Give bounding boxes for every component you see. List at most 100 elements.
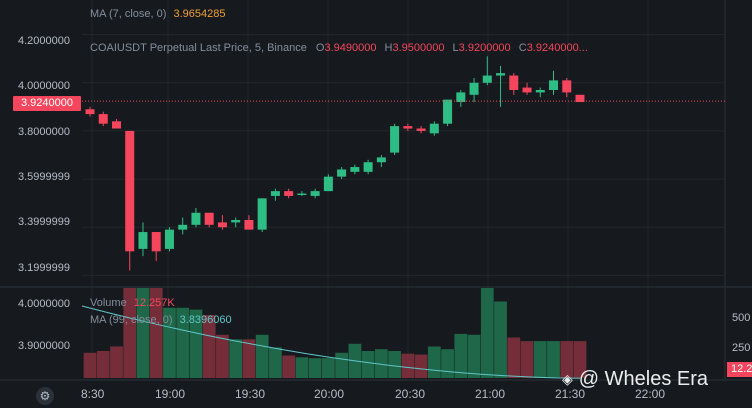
low-label: L: [452, 42, 459, 54]
volume-left-tick: 3.9000000: [18, 340, 70, 352]
watermark: ◈ @ Wheles Era: [562, 368, 708, 391]
volume-right-tick: 500: [732, 312, 751, 324]
volume-legend: Volume 12.257K: [90, 297, 175, 309]
volume-bar: [269, 347, 282, 378]
time-label: 19:00: [155, 387, 186, 401]
volume-ma99-label: MA (99, close, 0): [90, 314, 173, 326]
candle-body: [575, 94, 585, 103]
time-label: 20:00: [314, 387, 345, 401]
open-value: 3.9490000: [324, 42, 377, 54]
volume-bar: [467, 334, 481, 378]
volume-bar: [136, 288, 150, 378]
candle-body: [535, 90, 545, 93]
volume-bar: [110, 346, 123, 378]
watermark-text: @ Wheles Era: [578, 368, 709, 390]
time-label: 21:00: [475, 387, 506, 401]
candle-body: [522, 87, 532, 93]
candle-body: [496, 73, 506, 76]
volume-bar: [163, 307, 176, 378]
candle-body: [429, 123, 439, 134]
y-tick: 3.3999999: [18, 216, 70, 228]
volume-right-tag: 12.2: [727, 362, 752, 377]
volume-bar: [123, 288, 137, 378]
volume-bar: [282, 355, 296, 378]
volume-bar: [547, 341, 560, 378]
volume-bar: [520, 341, 534, 378]
volume-bar: [454, 333, 468, 378]
candle-body: [403, 126, 413, 129]
volume-bar: [216, 334, 229, 378]
candle-body: [509, 75, 519, 90]
volume-ma99-legend: MA (99, close, 0) 3.8396060: [90, 314, 232, 326]
volume-bar: [176, 307, 190, 378]
volume-bar: [414, 354, 428, 378]
volume-bar: [441, 349, 454, 378]
candle-body: [231, 220, 241, 223]
low-value: 3.9200000: [458, 42, 511, 54]
candle-body: [244, 220, 254, 230]
volume-bar: [335, 352, 348, 378]
volume-label: Volume: [90, 297, 127, 309]
volume-bar: [573, 341, 587, 378]
candle-body: [549, 80, 559, 90]
candle-body: [297, 193, 307, 196]
volume-bar: [229, 339, 243, 378]
candle-body: [270, 191, 280, 196]
candle-body: [469, 82, 479, 95]
volume-bar: [388, 351, 401, 378]
volume-right-tick: 250: [732, 342, 751, 354]
candle-body: [562, 80, 572, 93]
high-value: 3.9500000: [392, 42, 445, 54]
candle-body: [178, 224, 188, 230]
current-price-tag: 3.9240000: [13, 96, 81, 111]
candle-body: [376, 157, 386, 163]
volume-bar: [96, 351, 110, 378]
volume-bar: [427, 346, 441, 378]
ohlc-info-line: COAIUSDT Perpetual Last Price, 5, Binanc…: [90, 42, 588, 54]
time-label: 21:30: [555, 387, 586, 401]
ma99-line: [81, 305, 581, 379]
high-label: H: [384, 42, 393, 54]
candle-body: [284, 191, 294, 196]
volume-bar: [374, 349, 388, 378]
candle-body: [138, 232, 148, 249]
candle-body: [363, 162, 373, 172]
y-tick: 4.2000000: [18, 35, 70, 47]
volume-bar: [255, 334, 269, 378]
candle-body: [111, 121, 121, 129]
grid-lines: [0, 0, 752, 381]
binance-logo-icon: ◈: [562, 371, 573, 388]
candle-body: [350, 167, 360, 172]
volume-ma99-value: 3.8396060: [179, 314, 232, 326]
volume-bar: [83, 352, 97, 378]
time-label: 8:30: [81, 387, 105, 401]
y-tick: 3.8000000: [18, 126, 70, 138]
volume-bar: [533, 341, 547, 378]
volume-value: 12.257K: [133, 297, 175, 309]
candle-body: [390, 126, 400, 153]
candle-body: [217, 222, 227, 228]
candle-body: [323, 176, 333, 192]
volume-bar: [361, 351, 375, 378]
y-tick: 3.1999999: [18, 262, 70, 274]
volume-bar: [401, 353, 415, 378]
close-label: C: [518, 42, 527, 54]
ma7-label: MA (7, close, 0): [90, 8, 167, 20]
axis-settings-icon[interactable]: ⚙: [36, 387, 54, 405]
volume-bar: [149, 288, 163, 378]
candle-body: [191, 212, 201, 225]
volume-bar: [494, 301, 507, 378]
open-label: O: [315, 42, 325, 54]
volume-bar: [295, 357, 309, 378]
time-label: 22:00: [635, 387, 666, 401]
candle-body: [310, 191, 320, 196]
time-label: 20:30: [395, 387, 426, 401]
candle-body: [85, 109, 95, 115]
candle-body: [151, 232, 161, 252]
candle-body: [416, 128, 426, 131]
volume-left-tick: 4.0000000: [18, 298, 70, 310]
symbol-label: COAIUSDT Perpetual Last Price, 5, Binanc…: [90, 42, 307, 54]
volume-bar: [242, 339, 256, 378]
